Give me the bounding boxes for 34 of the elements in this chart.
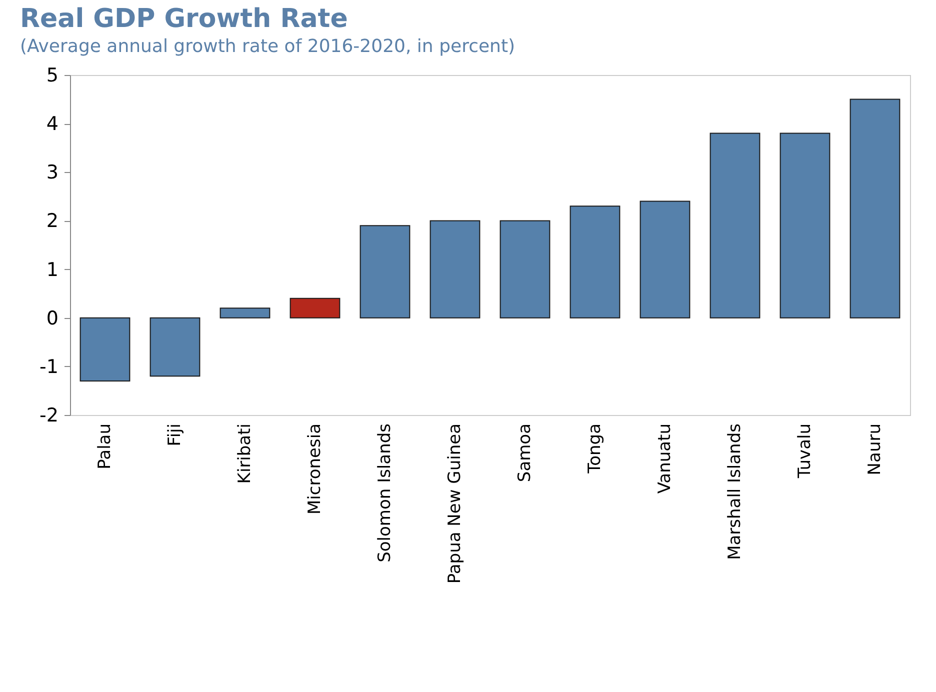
x-tick-label: Papua New Guinea	[445, 424, 465, 584]
y-tick-label: 2	[46, 210, 58, 232]
bar	[710, 132, 760, 318]
y-tick-label: 1	[46, 258, 58, 281]
x-tick-label: Micronesia	[305, 424, 325, 514]
x-tick-label: Kiribati	[235, 424, 255, 484]
x-tick-label: Palau	[95, 424, 115, 470]
x-tick-label: Vanuatu	[655, 424, 675, 494]
y-tick-label: 3	[46, 162, 58, 184]
y-tick-label: -2	[40, 404, 58, 426]
bar	[290, 298, 340, 318]
bar	[780, 132, 830, 318]
x-tick-label: Samoa	[515, 424, 535, 482]
y-tick-label: 5	[46, 64, 58, 86]
bar	[640, 200, 690, 318]
bar	[220, 308, 270, 318]
chart-title: Real GDP Growth Rate	[20, 4, 348, 34]
chart-subtitle: (Average annual growth rate of 2016-2020, in percent)	[20, 36, 516, 57]
x-tick-label: Nauru	[865, 424, 885, 476]
bar	[150, 317, 200, 377]
bar	[500, 220, 550, 318]
x-tick-label: Tonga	[585, 424, 605, 474]
bar	[360, 225, 410, 318]
x-tick-label: Marshall Islands	[725, 423, 745, 560]
bar	[430, 220, 480, 318]
y-tick-label: -1	[40, 356, 58, 378]
bar	[570, 206, 620, 318]
y-tick-label: 0	[46, 307, 58, 330]
x-tick-label: Solomon Islands	[375, 423, 395, 562]
y-tick-label: 4	[46, 113, 58, 136]
x-tick-label: Fiji	[165, 424, 185, 446]
bar	[80, 317, 130, 382]
x-tick-label: Tuvalu	[795, 424, 815, 480]
bar	[850, 98, 900, 318]
